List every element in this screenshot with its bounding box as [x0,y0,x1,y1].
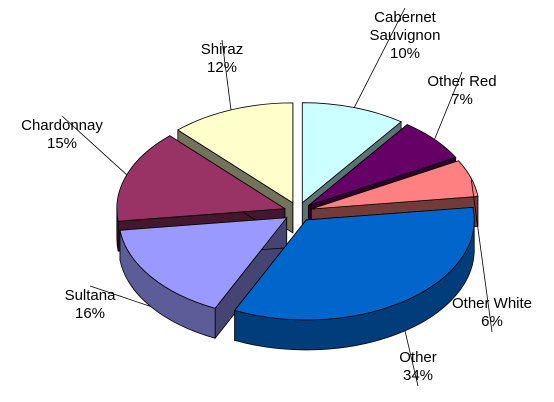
value-label: 7% [451,91,473,108]
category-label: Cabernet Sauvignon [370,9,441,44]
leader-line [434,71,463,140]
slice [301,102,402,204]
category-label: Other [399,349,437,366]
slice [308,124,457,206]
value-label: 12% [207,59,237,76]
leader-line [404,330,419,387]
category-label-line: Chardonnay [21,117,103,134]
category-label: Shiraz [201,41,244,58]
category-label-line: Other Red [427,73,496,90]
slice [234,206,475,321]
category-label: Sultana [65,287,117,304]
category-label-line: Other [399,349,437,366]
category-label: Other Red [427,73,496,90]
category-label-line: Sultana [65,287,117,304]
slice [311,160,479,210]
category-label-line: Shiraz [201,41,244,58]
leader-line [221,39,232,110]
leader-line [89,285,151,307]
value-label: 16% [75,305,105,322]
category-label: Other White [452,295,532,312]
category-label-line: Other White [452,295,532,312]
slice [119,217,288,309]
leader-line [353,7,406,108]
slice [116,135,287,222]
leader-line [470,178,493,333]
value-label: 15% [47,135,77,152]
category-label: Chardonnay [21,117,103,134]
value-label: 34% [403,367,433,384]
value-label: 6% [481,313,503,330]
value-label: 10% [390,45,420,62]
category-label-line: Cabernet [374,9,437,26]
leader-line [61,115,128,176]
category-label-line: Sauvignon [370,27,441,44]
